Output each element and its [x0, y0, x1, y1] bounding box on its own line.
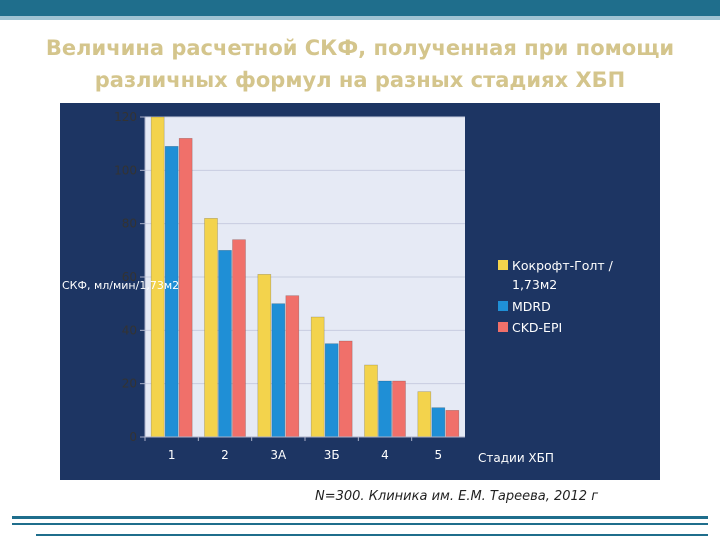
top-bar-dark-stripe: [0, 0, 720, 16]
axes: [140, 116, 465, 441]
y-tick-label: 0: [129, 430, 137, 444]
bar-series-0-cat-1: [204, 218, 218, 438]
legend-swatch-1: [498, 301, 508, 311]
bar-series-1-cat-3: [324, 343, 339, 438]
top-decor-bar: [0, 0, 720, 20]
legend-swatch-0: [498, 260, 508, 270]
bar-series-0-cat-0: [150, 116, 165, 438]
bottom-decor-lines: [0, 510, 720, 540]
bar-series-2-cat-0: [178, 138, 193, 438]
y-tick-label: 120: [114, 110, 137, 124]
bar-series-2-cat-2: [285, 295, 300, 438]
top-bar-light-stripe: [0, 16, 720, 20]
x-tick-label: 3А: [270, 448, 287, 462]
x-tick-label: 3Б: [324, 448, 340, 462]
bottom-line-1: [12, 516, 708, 519]
x-tick-label: 5: [435, 448, 443, 462]
bar-chart: 0 20 40 60 80 100 120 1 2 3А 3Б 4 5 СКФ, мл/мин/1,73м…: [62, 110, 614, 465]
bar-series-1-cat-5: [431, 407, 446, 438]
y-tick-label: 100: [114, 163, 137, 177]
y-tick-label: 60: [122, 270, 137, 284]
legend-label-0: Кокрофт-Голт /1,73м2: [512, 258, 614, 292]
y-tick-label: 40: [122, 323, 137, 337]
bottom-line-2: [12, 523, 708, 525]
bar-series-1-cat-1: [218, 250, 232, 438]
slide-title-line-1: Величина расчетной СКФ, полученная при п…: [45, 36, 675, 60]
x-tick-label: 1: [168, 448, 176, 462]
bars: [150, 116, 460, 438]
bar-series-0-cat-2: [257, 274, 272, 438]
bar-series-0-cat-3: [310, 316, 325, 438]
x-tick-label: 2: [221, 448, 229, 462]
labels: 0 20 40 60 80 100 120 1 2 3А 3Б 4 5 СКФ, мл/мин/1,73м…: [62, 110, 554, 465]
x-tick-label: 4: [381, 448, 389, 462]
footnote: N=300. Клиника им. Е.М. Тареева, 2012 г: [315, 489, 599, 504]
legend-label-1: MDRD: [512, 299, 551, 314]
legend-label-2: CKD-EPI: [512, 320, 562, 335]
legend-swatch-2: [498, 322, 508, 332]
bar-series-2-cat-3: [338, 340, 353, 438]
slide-title-line-2: различных формул на разных стадиях ХБП: [94, 68, 626, 92]
bar-series-1-cat-4: [378, 380, 392, 438]
bar-series-0-cat-5: [417, 391, 432, 438]
slide-title: Величина расчетной СКФ, полученная при п…: [20, 32, 700, 96]
bar-series-2-cat-4: [392, 380, 406, 438]
x-axis-title: Стадии ХБП: [478, 451, 554, 465]
y-tick-label: 20: [122, 377, 137, 391]
y-axis-title: СКФ, мл/мин/1,73м2: [62, 279, 179, 292]
y-tick-label: 80: [122, 217, 137, 231]
bar-series-2-cat-5: [445, 410, 460, 438]
legend: Кокрофт-Голт /1,73м2 MDRD CKD-EPI: [498, 258, 614, 335]
bar-series-1-cat-2: [271, 303, 286, 438]
bar-series-0-cat-4: [364, 364, 378, 438]
bottom-line-3: [36, 534, 708, 536]
bar-series-2-cat-1: [232, 239, 246, 438]
chart-panel: 0 20 40 60 80 100 120 1 2 3А 3Б 4 5 СКФ, мл/мин/1,73м…: [60, 103, 660, 480]
